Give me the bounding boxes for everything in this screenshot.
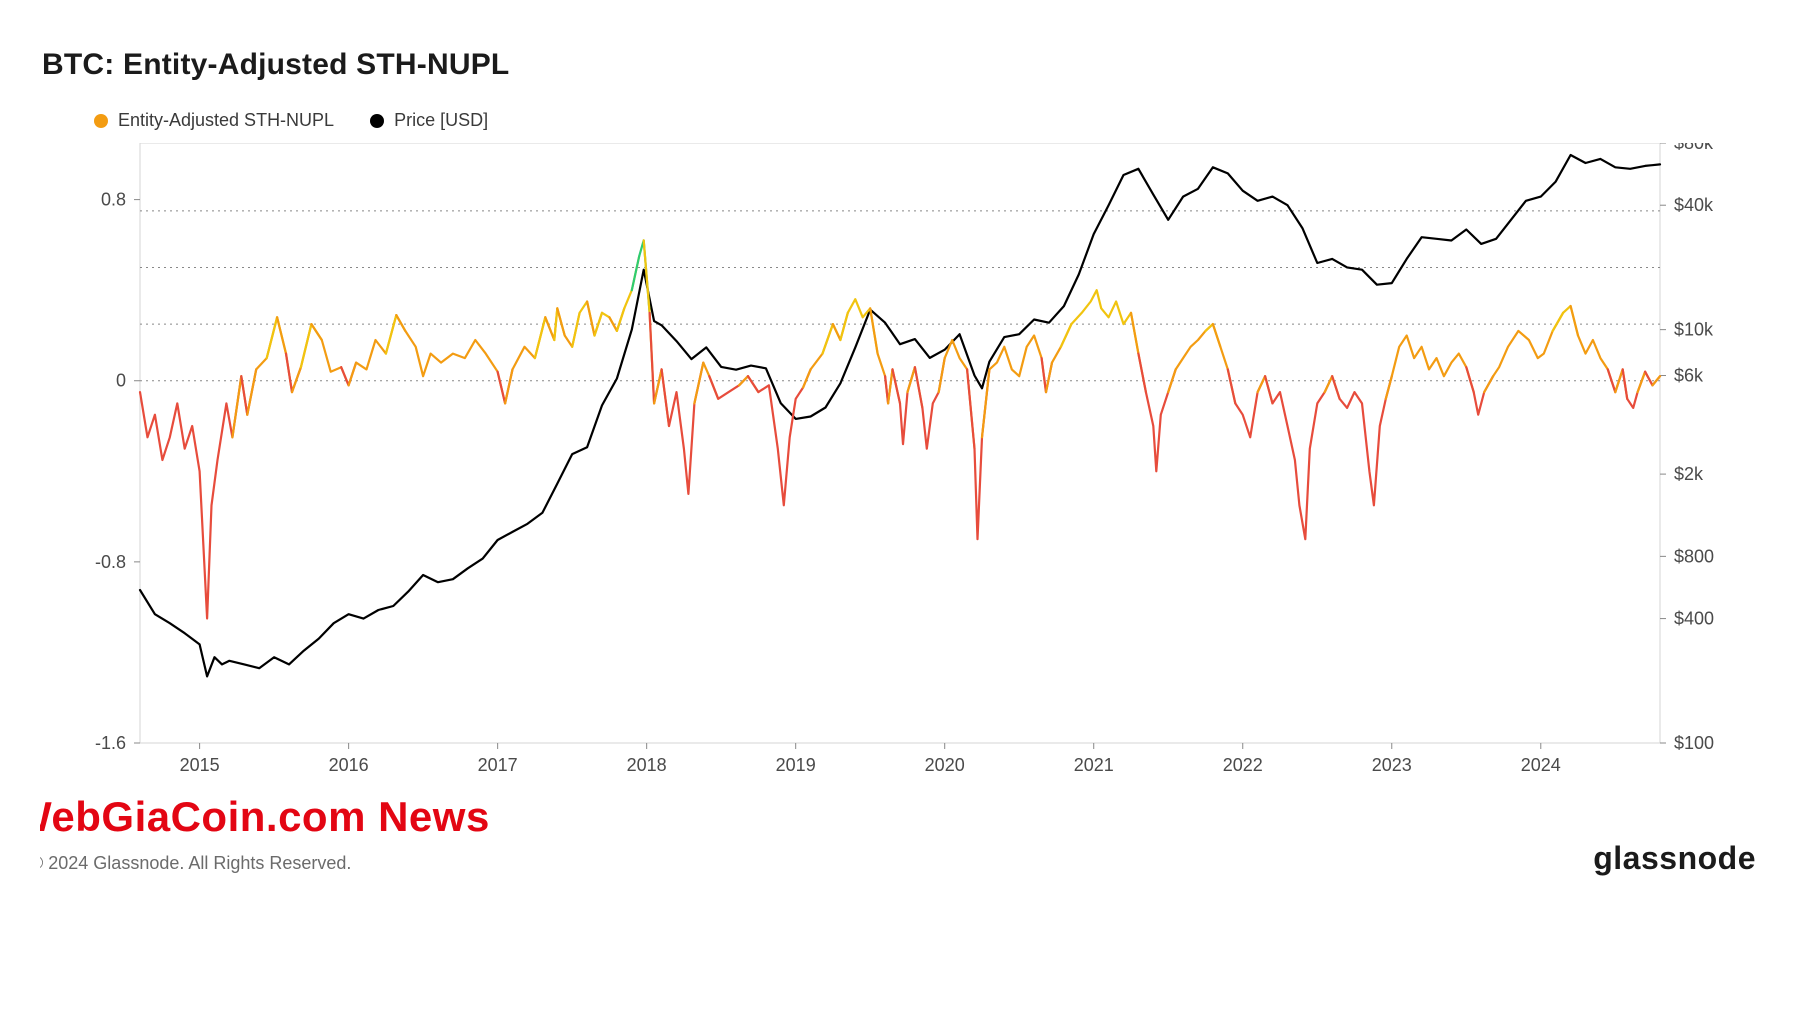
svg-text:$10k: $10k — [1674, 320, 1714, 340]
svg-text:2016: 2016 — [329, 755, 369, 775]
svg-text:$100: $100 — [1674, 733, 1714, 753]
svg-text:$6k: $6k — [1674, 366, 1704, 386]
legend-item-price: Price [USD] — [370, 110, 488, 131]
svg-text:2019: 2019 — [776, 755, 816, 775]
svg-text:2023: 2023 — [1372, 755, 1412, 775]
chart-title: BTC: Entity-Adjusted STH-NUPL — [42, 48, 1760, 82]
legend-label-nupl: Entity-Adjusted STH-NUPL — [118, 110, 334, 131]
svg-text:$400: $400 — [1674, 609, 1714, 629]
svg-text:2024: 2024 — [1521, 755, 1561, 775]
svg-text:WebGiaCoin.com News: WebGiaCoin.com News — [40, 793, 490, 840]
svg-text:2021: 2021 — [1074, 755, 1114, 775]
legend-item-nupl: Entity-Adjusted STH-NUPL — [94, 110, 334, 131]
svg-text:2018: 2018 — [627, 755, 667, 775]
svg-text:$2k: $2k — [1674, 464, 1704, 484]
legend-dot-nupl — [94, 114, 108, 128]
svg-text:0: 0 — [116, 371, 126, 391]
svg-text:-0.8: -0.8 — [95, 552, 126, 572]
svg-text:-1.6: -1.6 — [95, 733, 126, 753]
svg-text:$80k: $80k — [1674, 143, 1714, 153]
chart-area: -1.6 -0.8 0 0.8 $100 $400 $800 $2k $6k $10k $40k $8… — [40, 143, 1760, 903]
svg-text:0.8: 0.8 — [101, 190, 126, 210]
legend-label-price: Price [USD] — [394, 110, 488, 131]
svg-text:2020: 2020 — [925, 755, 965, 775]
chart-legend: Entity-Adjusted STH-NUPL Price [USD] — [94, 110, 1760, 131]
svg-text:2022: 2022 — [1223, 755, 1263, 775]
svg-text:$40k: $40k — [1674, 195, 1714, 215]
svg-text:2015: 2015 — [180, 755, 220, 775]
svg-text:© 2024 Glassnode. All Rights R: © 2024 Glassnode. All Rights Reserved. — [40, 853, 351, 873]
svg-text:$800: $800 — [1674, 546, 1714, 566]
chart-svg: -1.6 -0.8 0 0.8 $100 $400 $800 $2k $6k $10k $40k $8… — [40, 143, 1760, 903]
svg-text:glassnode: glassnode — [1593, 840, 1756, 876]
legend-dot-price — [370, 114, 384, 128]
svg-text:2017: 2017 — [478, 755, 518, 775]
